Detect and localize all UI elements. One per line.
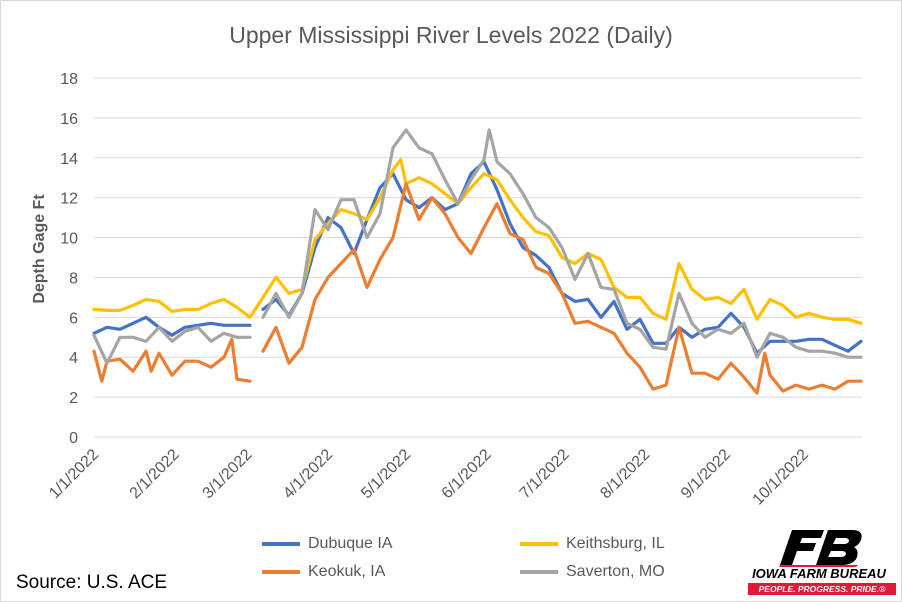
x-tick-label: 3/1/2022 xyxy=(200,446,256,502)
y-tick-label: 8 xyxy=(69,270,78,287)
y-tick-label: 6 xyxy=(69,310,78,327)
legend-swatch xyxy=(520,542,558,546)
y-tick-label: 0 xyxy=(69,430,78,447)
fb-logo-icon xyxy=(779,530,862,567)
y-tick-label: 12 xyxy=(60,191,78,208)
x-tick-label: 2/1/2022 xyxy=(127,446,183,502)
y-tick-label: 18 xyxy=(60,71,78,88)
legend-item-keokuk: Keokuk, IA xyxy=(262,563,385,581)
y-tick-label: 2 xyxy=(69,390,78,407)
series-line-saverton-mo xyxy=(92,128,863,365)
legend-label: Keokuk, IA xyxy=(308,563,386,580)
series-line-keithsburg-il xyxy=(92,158,863,325)
legend-item-keithsburg: Keithsburg, IL xyxy=(520,535,665,553)
x-tick-label: 4/1/2022 xyxy=(280,446,336,502)
legend-swatch xyxy=(262,570,300,574)
y-tick-label: 10 xyxy=(60,231,78,248)
legend-swatch xyxy=(262,542,300,546)
legend-label: Saverton, MO xyxy=(566,563,665,580)
x-tick-label: 5/1/2022 xyxy=(358,446,414,502)
x-tick-label: 9/1/2022 xyxy=(678,446,734,502)
y-tick-label: 4 xyxy=(69,350,78,367)
y-tick-label: 16 xyxy=(60,111,78,128)
series-line-keokuk-ia xyxy=(92,182,863,395)
source-note: Source: U.S. ACE xyxy=(16,572,168,593)
x-tick-label: 1/1/2022 xyxy=(46,446,102,502)
logo-name: IOWA FARM BUREAU xyxy=(752,566,886,581)
x-tick-label: 8/1/2022 xyxy=(597,446,653,502)
legend-swatch xyxy=(520,570,558,574)
legend-item-saverton: Saverton, MO xyxy=(520,563,665,581)
legend-item-dubuque: Dubuque IA xyxy=(262,535,393,553)
legend-label: Keithsburg, IL xyxy=(566,535,665,552)
logo-tagline: PEOPLE. PROGRESS. PRIDE.® xyxy=(748,583,896,595)
chart-title: Upper Mississippi River Levels 2022 (Dai… xyxy=(229,22,673,48)
x-tick-label: 6/1/2022 xyxy=(439,446,495,502)
iowa-farm-bureau-logo: IOWA FARM BUREAU PEOPLE. PROGRESS. PRIDE… xyxy=(740,528,900,598)
x-tick-label: 7/1/2022 xyxy=(517,446,573,502)
legend-label: Dubuque IA xyxy=(308,535,393,552)
x-tick-label: 10/1/2022 xyxy=(750,446,812,508)
y-tick-label: 14 xyxy=(60,151,78,168)
